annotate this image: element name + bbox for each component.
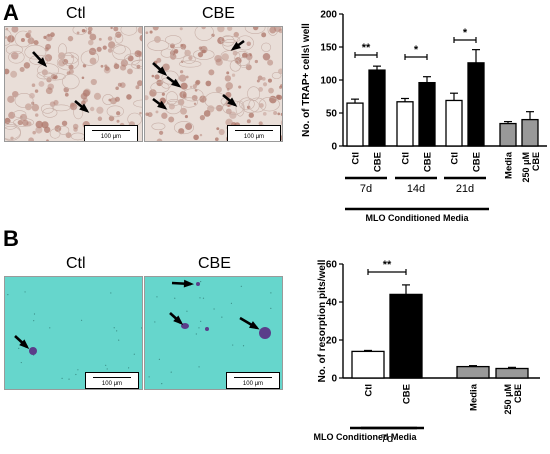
micrograph-a-cbe: 100 μm — [144, 26, 283, 142]
arrow-icon — [32, 51, 48, 68]
bar — [346, 102, 364, 147]
bar — [495, 367, 529, 379]
arrow-icon — [74, 100, 90, 113]
arrow-icon — [239, 316, 260, 330]
bar — [389, 293, 423, 379]
x-tick-label: CBE — [531, 152, 541, 171]
y-tick-label: 0 — [331, 142, 337, 153]
arrow-icon — [230, 39, 245, 51]
chart-trap-cells: 0 50 100 150 200 No. of TRAP+ cells\ well Ctl C… — [301, 10, 547, 223]
bar — [445, 99, 463, 147]
group-label: 7d — [381, 433, 393, 445]
bar — [456, 365, 490, 379]
x-tick-label: Ctl — [401, 152, 412, 165]
y-tick-label: 0 — [331, 374, 337, 385]
micrograph-label-ctl: Ctl — [66, 255, 86, 272]
x-tick-label: Media — [504, 151, 515, 179]
bar — [351, 350, 385, 379]
group-title: MLO Conditioned Media — [366, 213, 470, 223]
significance-label: ** — [383, 259, 392, 271]
bar — [499, 122, 517, 147]
scale-bar: 100 μm — [85, 372, 139, 389]
bar — [521, 118, 539, 147]
x-tick-label: CBE — [513, 384, 523, 403]
y-tick-label: 100 — [320, 76, 337, 87]
x-tick-label: Ctl — [351, 152, 362, 165]
x-tick-label: CBE — [472, 152, 483, 172]
bar — [467, 62, 485, 147]
pit-stain-texture — [7, 291, 142, 387]
y-tick-label: 20 — [326, 336, 338, 347]
x-tick-label: CBE — [402, 384, 413, 404]
micrograph-b-cbe: 100 μm — [144, 276, 283, 390]
resorption-pit — [181, 323, 189, 329]
bar — [396, 101, 414, 147]
y-tick-label: 200 — [320, 10, 337, 21]
micrograph-label-ctl: Ctl — [66, 5, 86, 22]
panel-letter-b: B — [3, 226, 19, 251]
arrow-icon — [152, 97, 168, 110]
arrow-icon — [171, 279, 194, 288]
y-tick-label: 40 — [326, 298, 338, 309]
x-tick-label: CBE — [373, 152, 384, 172]
significance-label: * — [414, 44, 419, 56]
arrow-icon — [166, 75, 182, 88]
x-tick-label: Ctl — [450, 152, 461, 165]
group-label: 14d — [407, 183, 425, 195]
resorption-pit — [259, 327, 271, 339]
trap-stain-texture — [145, 27, 282, 141]
micrograph-label-cbe: CBE — [202, 5, 235, 22]
significance-label: * — [463, 27, 468, 39]
x-tick-label: CBE — [423, 152, 434, 172]
scale-bar: 100 μm — [226, 372, 280, 389]
arrow-icon — [152, 62, 168, 77]
resorption-pit — [205, 327, 209, 331]
scale-bar: 100 μm — [227, 125, 281, 141]
scale-bar: 100 μm — [84, 125, 138, 141]
x-tick-label: Ctl — [364, 384, 375, 397]
y-tick-label: 60 — [326, 260, 338, 271]
bar — [418, 81, 436, 147]
y-tick-label: 50 — [326, 109, 338, 120]
bar — [368, 69, 386, 147]
panel-letter-a: A — [3, 0, 19, 25]
arrow-icon — [169, 312, 184, 326]
significance-label: ** — [362, 42, 371, 54]
y-tick-label: 150 — [320, 43, 337, 54]
resorption-pit — [29, 347, 37, 355]
micrograph-label-cbe: CBE — [198, 255, 231, 272]
x-tick-label: 250 μM — [503, 384, 513, 415]
group-title: MLO Conditioned Media — [314, 432, 418, 442]
x-tick-label: Media — [469, 383, 480, 411]
y-axis-label: No. of TRAP+ cells\ well — [301, 23, 312, 137]
resorption-pit — [196, 282, 200, 286]
micrograph-b-ctl: 100 μm — [4, 276, 143, 390]
micrograph-a-ctl: 100 μm — [4, 26, 143, 142]
arrow-icon — [222, 94, 238, 107]
x-tick-label: 250 μM — [521, 152, 531, 183]
y-axis-label: No. of resorption pits/well — [317, 259, 328, 382]
group-label: 21d — [456, 183, 474, 195]
group-label: 7d — [360, 183, 372, 195]
pit-stain-texture — [148, 279, 272, 385]
trap-stain-texture — [5, 27, 142, 141]
arrow-icon — [14, 335, 30, 350]
